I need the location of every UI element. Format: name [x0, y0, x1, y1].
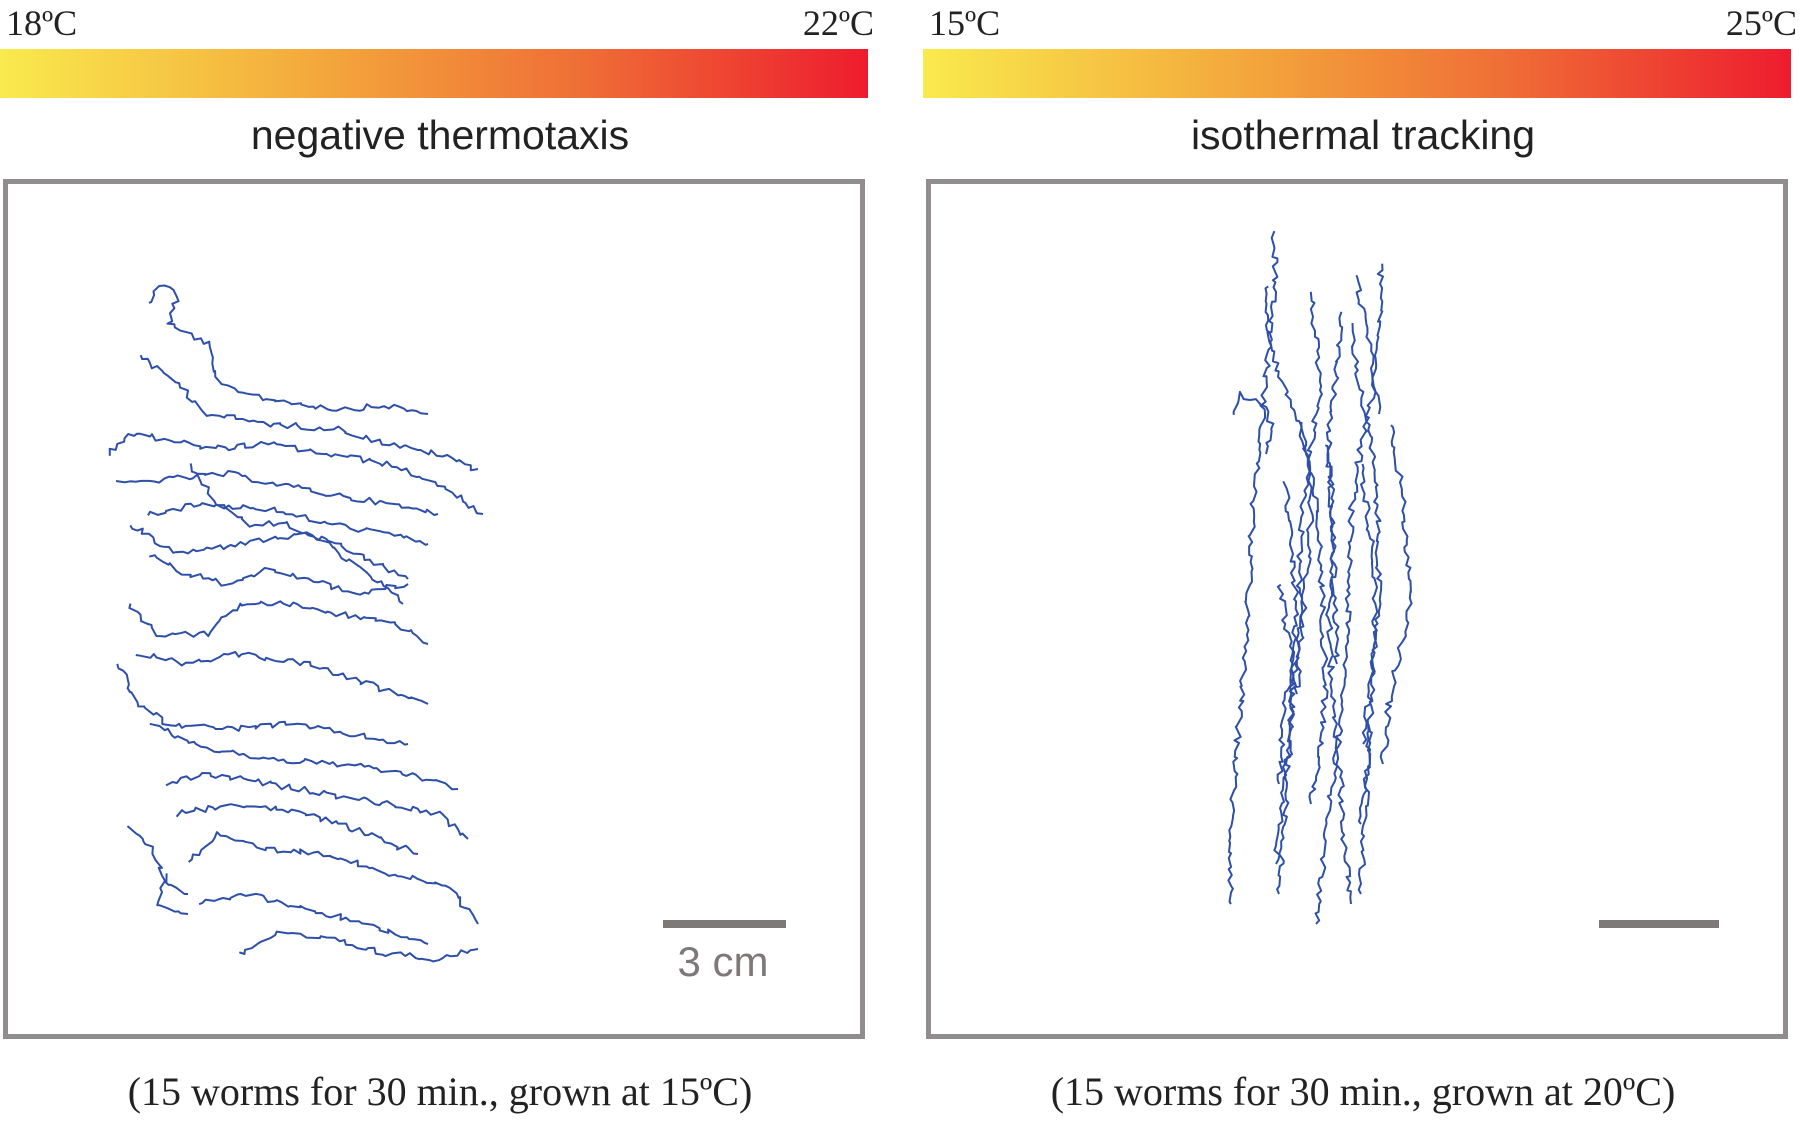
- temp-max-label: 25ºC: [1725, 3, 1797, 43]
- worm-track: [116, 663, 409, 746]
- worm-track: [129, 524, 409, 580]
- worm-track: [1293, 421, 1315, 695]
- panel-caption: (15 worms for 30 min., grown at 20ºC): [1050, 1069, 1676, 1114]
- worm-tracks: [108, 284, 786, 963]
- worm-track: [189, 463, 404, 605]
- worm-track: [1357, 724, 1373, 895]
- worm-track: [165, 772, 469, 840]
- panel-isothermal-tracking: 15ºC 25ºC isothermal tracking (15 worms …: [923, 0, 1800, 1122]
- temp-min-label: 18ºC: [6, 3, 78, 43]
- temperature-gradient-bar: [0, 49, 868, 98]
- worm-track: [135, 651, 429, 705]
- temp-min-label: 15ºC: [929, 3, 1001, 43]
- panel-negative-thermotaxis: 18ºC 22ºC negative thermotaxis 3 cm (15 …: [0, 0, 880, 1122]
- worm-track: [147, 502, 429, 546]
- worm-track: [1355, 274, 1382, 415]
- worm-track: [126, 825, 188, 895]
- worm-track: [1351, 323, 1383, 745]
- worm-track: [115, 470, 439, 516]
- worm-track: [1273, 291, 1323, 865]
- worm-track: [108, 432, 484, 515]
- worm-track: [238, 930, 479, 963]
- worm-track: [1276, 480, 1300, 785]
- worm-track: [149, 722, 459, 791]
- worm-track: [1264, 285, 1329, 805]
- temp-max-label: 22ºC: [802, 3, 874, 43]
- worm-track: [148, 284, 429, 415]
- panel-title: isothermal tracking: [1190, 112, 1536, 158]
- worm-track: [1227, 230, 1279, 905]
- worm-track: [175, 803, 419, 855]
- worm-track: [128, 600, 429, 645]
- temperature-gradient-bar: [923, 49, 1791, 98]
- worm-track: [1325, 311, 1352, 905]
- worm-track: [1324, 444, 1340, 665]
- panel-title: negative thermotaxis: [250, 112, 630, 158]
- worm-track: [1379, 424, 1413, 765]
- worm-track: [149, 554, 409, 596]
- worm-arena: [3, 179, 865, 1039]
- worm-track: [198, 892, 429, 945]
- worm-track: [1232, 390, 1275, 455]
- scale-bar-label: 3 cm: [677, 938, 769, 985]
- worm-track: [188, 831, 479, 925]
- panel-caption: (15 worms for 30 min., grown at 15ºC): [127, 1069, 753, 1114]
- worm-tracks: [1227, 230, 1719, 928]
- worm-track: [1276, 583, 1296, 895]
- worm-arena: [926, 179, 1788, 1039]
- worm-track: [1314, 263, 1384, 925]
- worm-track: [139, 354, 479, 472]
